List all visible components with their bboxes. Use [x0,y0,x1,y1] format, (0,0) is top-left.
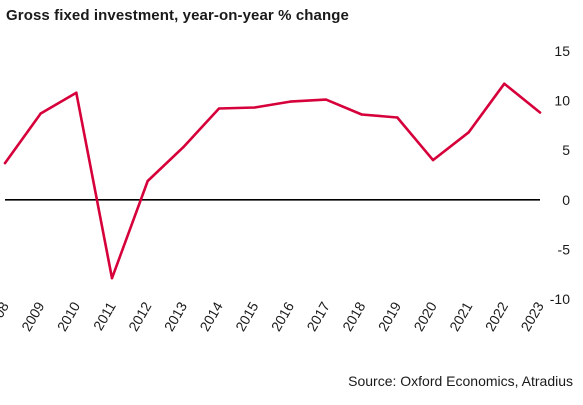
data-point [3,161,7,165]
data-point [538,111,542,114]
data-point [39,112,42,115]
x-tick-label: 2018 [339,299,369,334]
data-point [217,107,221,110]
x-tick-label: 2012 [125,299,155,334]
data-point [110,276,114,280]
series-line-0 [3,82,542,280]
data-point [289,100,292,103]
x-tick-label: 2023 [517,299,547,334]
x-tick-label: 2010 [54,299,84,334]
x-tick-label: 2017 [303,299,333,334]
data-point [146,179,149,183]
x-tick-label: 2019 [375,299,405,334]
data-point [324,98,328,101]
data-point [431,158,435,162]
series-layer [3,82,542,280]
x-tick-label: 2014 [196,299,226,334]
y-tick-label: -5 [558,241,571,257]
x-tick-label: 2021 [446,299,476,334]
x-tick-label: 2009 [18,299,48,334]
x-tick-label: 2015 [232,299,262,334]
data-point [360,113,363,116]
y-tick-label: 0 [562,192,570,208]
y-tick-label: 15 [554,43,570,59]
y-tick-label: 10 [554,93,570,109]
x-tick-label: 2022 [482,299,512,334]
x-tick-label: 2008 [0,299,12,334]
y-tick-label: -10 [550,291,570,307]
data-point [75,91,78,94]
chart-title: Gross fixed investment, year-on-year % c… [6,7,349,24]
data-point [253,106,256,109]
source-note: Source: Oxford Economics, Atradius [348,373,573,389]
x-tick-label: 2020 [410,299,440,334]
x-tick-label: 2013 [161,299,191,334]
data-point [467,131,470,134]
y-tick-label: 5 [562,142,570,158]
data-point [503,82,506,85]
x-tick-labels: 2008 2009 2010 2011 2012 2013 2014 2015 2016 2017… [0,299,547,334]
data-point [396,116,399,119]
x-tick-label: 2016 [268,299,298,334]
y-tick-labels: 15 10 5 0 -5 -10 [550,43,570,307]
x-tick-label: 2011 [90,299,119,333]
data-point [182,146,185,149]
